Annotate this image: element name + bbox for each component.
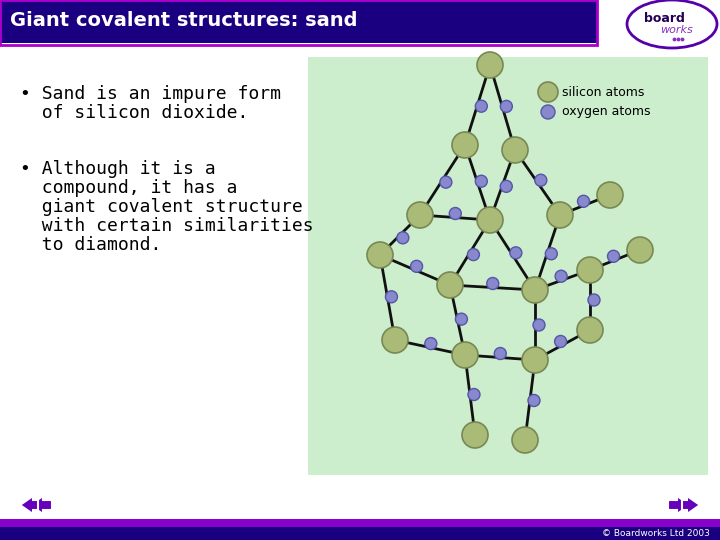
Circle shape <box>512 427 538 453</box>
Circle shape <box>522 347 548 373</box>
Text: giant covalent structure: giant covalent structure <box>20 198 302 216</box>
FancyArrow shape <box>30 496 52 514</box>
Text: oxygen atoms: oxygen atoms <box>562 105 650 118</box>
Circle shape <box>425 338 437 349</box>
Circle shape <box>627 237 653 263</box>
Circle shape <box>577 195 590 207</box>
Circle shape <box>545 248 557 260</box>
Circle shape <box>510 247 522 259</box>
Circle shape <box>397 232 409 244</box>
Circle shape <box>522 277 548 303</box>
Circle shape <box>477 207 503 233</box>
Text: • Although it is a: • Although it is a <box>20 160 216 178</box>
Bar <box>0 0 597 43</box>
Circle shape <box>452 132 478 158</box>
Circle shape <box>385 291 397 303</box>
Text: • Sand is an impure form: • Sand is an impure form <box>20 85 281 103</box>
Circle shape <box>456 313 467 325</box>
Circle shape <box>475 176 487 187</box>
Circle shape <box>597 182 623 208</box>
Circle shape <box>588 294 600 306</box>
Circle shape <box>452 342 478 368</box>
Circle shape <box>407 202 433 228</box>
Circle shape <box>502 137 528 163</box>
Circle shape <box>467 248 480 261</box>
Circle shape <box>475 100 487 112</box>
Circle shape <box>462 422 488 448</box>
Text: with certain similarities: with certain similarities <box>20 217 314 235</box>
Circle shape <box>468 388 480 401</box>
Circle shape <box>449 207 462 220</box>
FancyArrow shape <box>668 496 690 514</box>
Circle shape <box>487 278 499 289</box>
Circle shape <box>577 317 603 343</box>
Circle shape <box>500 100 513 112</box>
Circle shape <box>528 395 540 407</box>
Text: works: works <box>660 25 693 35</box>
Circle shape <box>555 270 567 282</box>
Bar <box>0 519 720 527</box>
Text: board: board <box>644 11 685 24</box>
Bar <box>308 57 708 475</box>
Text: of silicon dioxide.: of silicon dioxide. <box>20 104 248 122</box>
Text: compound, it has a: compound, it has a <box>20 179 238 197</box>
Circle shape <box>547 202 573 228</box>
Circle shape <box>533 319 545 331</box>
Circle shape <box>367 242 393 268</box>
Circle shape <box>410 260 423 272</box>
Circle shape <box>577 257 603 283</box>
Text: silicon atoms: silicon atoms <box>562 85 644 98</box>
Bar <box>0 0 597 45</box>
Circle shape <box>608 250 619 262</box>
Text: to diamond.: to diamond. <box>20 236 161 254</box>
Circle shape <box>535 174 546 186</box>
FancyArrow shape <box>20 496 38 514</box>
Circle shape <box>437 272 463 298</box>
Circle shape <box>495 348 506 360</box>
Circle shape <box>538 82 558 102</box>
Circle shape <box>477 52 503 78</box>
Circle shape <box>440 176 452 188</box>
FancyArrow shape <box>682 496 700 514</box>
Circle shape <box>500 180 512 192</box>
Circle shape <box>554 335 567 347</box>
Circle shape <box>382 327 408 353</box>
Text: Giant covalent structures: sand: Giant covalent structures: sand <box>10 11 358 30</box>
Bar <box>0 527 720 540</box>
Text: © Boardworks Ltd 2003: © Boardworks Ltd 2003 <box>602 530 710 538</box>
Circle shape <box>541 105 555 119</box>
